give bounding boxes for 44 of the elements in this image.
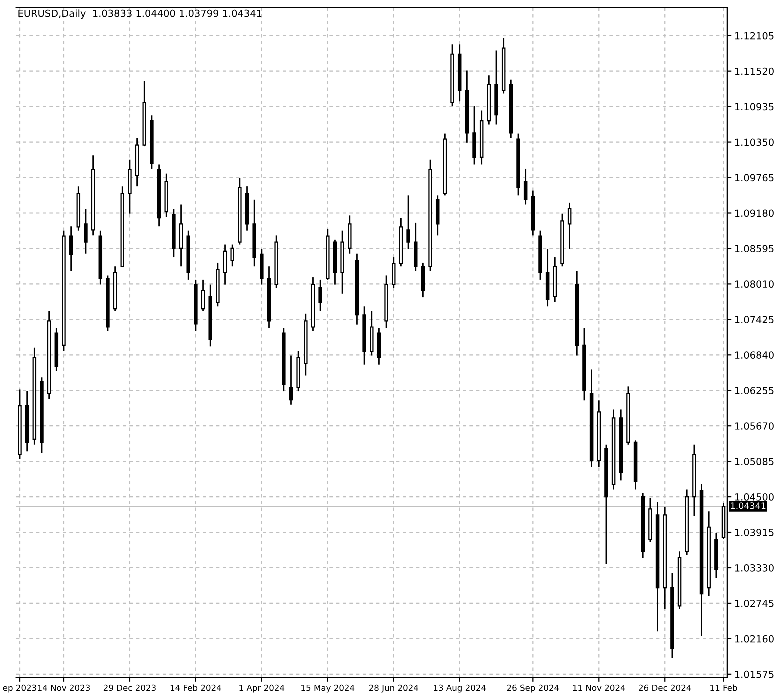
x-tick-label: 28 Jun 2024: [369, 684, 418, 693]
x-tick-label: 14 Nov 2023: [38, 684, 90, 692]
y-tick-label: 1.02745: [735, 600, 774, 608]
candlestick: [223, 244, 228, 286]
y-tick-label: 1.05670: [735, 422, 774, 430]
candlestick: [84, 208, 88, 255]
chart-title: EURUSD,Daily 1.03833 1.04400 1.03799 1.04341: [18, 10, 262, 20]
y-tick-label: 1.10935: [735, 103, 774, 111]
x-tick-label: 14 Feb 2024: [170, 684, 222, 692]
y-tick-label: 1.08010: [735, 280, 774, 288]
y-tick-label: 1.07425: [735, 316, 774, 324]
candlestick: [201, 279, 206, 312]
y-tick-label: 1.03915: [735, 529, 774, 536]
candlestick: [392, 256, 396, 290]
x-tick-label: 11 Nov 2024: [573, 684, 626, 692]
x-tick-label: 1 Apr 2024: [240, 684, 285, 693]
x-tick-label: 15 May 2024: [302, 684, 355, 693]
candlestick: [69, 226, 74, 272]
ref-line-label: 1.04341: [731, 502, 766, 510]
candlestick: [230, 244, 234, 268]
y-tick-label: 1.12105: [735, 32, 774, 40]
x-tick-label: 13 Aug 2024: [434, 684, 486, 693]
y-tick-label: 1.04500: [735, 494, 774, 501]
y-tick-label: 1.11520: [735, 68, 774, 76]
x-tick-label: ep 2023: [3, 684, 36, 693]
y-tick-label: 1.06255: [735, 387, 774, 394]
candlestick: [318, 279, 322, 312]
y-tick-label: 1.05085: [735, 458, 774, 466]
y-tick-label: 1.02160: [735, 635, 774, 643]
x-tick-label: 11 Feb: [710, 684, 738, 692]
y-tick-label: 1.01575: [735, 670, 774, 678]
y-tick-label: 1.06840: [735, 352, 774, 359]
candlestick: [568, 202, 572, 250]
y-tick-label: 1.03330: [735, 564, 774, 572]
y-tick-label: 1.09180: [735, 210, 774, 218]
y-tick-label: 1.08595: [735, 245, 774, 253]
x-tick-label: 26 Dec 2024: [639, 684, 692, 692]
candlestick: [289, 355, 294, 406]
candlestick: [524, 168, 528, 206]
y-tick-label: 1.10350: [735, 138, 774, 146]
x-tick-label: 26 Sep 2024: [507, 684, 560, 693]
x-tick-label: 29 Dec 2023: [104, 684, 156, 692]
y-tick-label: 1.09765: [735, 174, 774, 182]
candlestick: [406, 194, 410, 250]
